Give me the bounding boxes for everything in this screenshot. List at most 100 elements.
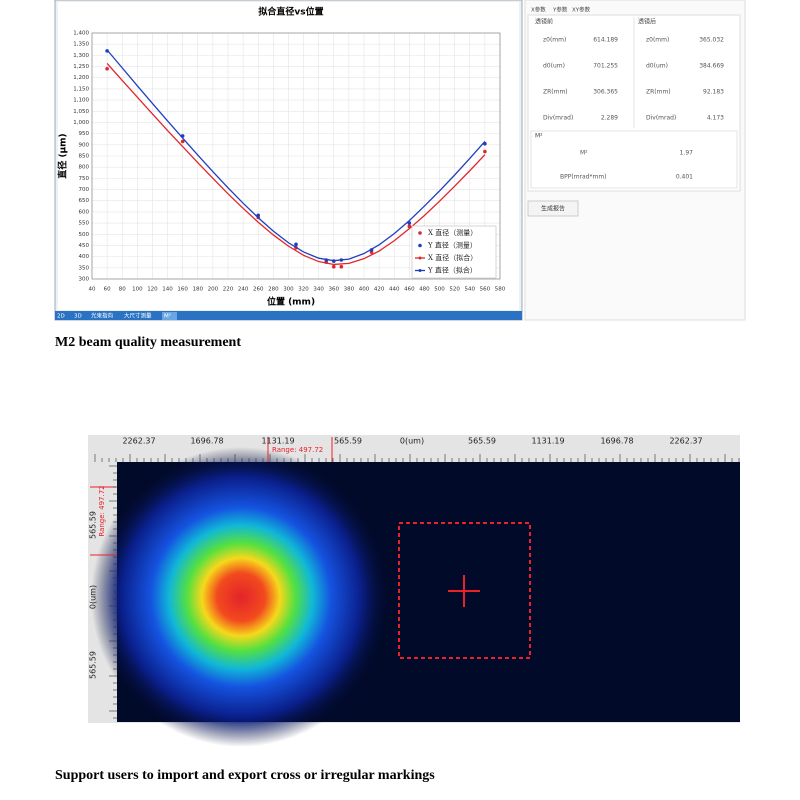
y-tick-label: 300	[79, 277, 90, 283]
param-value: 1.97	[680, 150, 694, 157]
y-tick-label: 950	[79, 131, 90, 137]
y-tick-label: 800	[79, 165, 90, 171]
data-point	[180, 139, 185, 144]
legend-symbol	[418, 231, 422, 235]
legend-label: Y 直径（测量）	[427, 241, 477, 250]
x-tick-label: 580	[495, 287, 506, 293]
param-label: BPP(mrad*mm)	[560, 174, 607, 181]
m2-box	[530, 130, 738, 189]
y-tick-label: 450	[79, 243, 90, 249]
y-tick-label: 600	[79, 209, 90, 215]
param-label: d0(um)	[543, 63, 565, 70]
y-tick-label: 850	[79, 154, 90, 160]
y-tick-label: 1,400	[73, 31, 89, 37]
ruler-label: 2262.37	[122, 437, 155, 446]
x-tick-label: 440	[389, 287, 400, 293]
y-tick-label: 1,100	[73, 98, 89, 104]
x-tick-label: 140	[162, 287, 173, 293]
x-tick-label: 260	[253, 287, 264, 293]
x-tick-label: 320	[298, 287, 309, 293]
param-label: Div(mrad)	[543, 115, 573, 122]
ruler-label: 565.59	[89, 511, 98, 539]
beam-labels: 2262.37 1696.78 1131.19 565.59 0(um) 565.59 11…	[89, 437, 740, 719]
x-tick-label: 520	[449, 287, 460, 293]
y-tick-label: 500	[79, 232, 90, 238]
param-value: 2.289	[601, 115, 618, 122]
x-tick-label: 340	[313, 287, 324, 293]
range-label: Range: 497.72	[272, 446, 323, 454]
x-tick-label: 380	[344, 287, 355, 293]
ruler-label: 1131.19	[261, 437, 294, 446]
tab[interactable]: M²	[164, 313, 171, 320]
x-axis-label: 位置 (mm)	[267, 296, 315, 308]
x-tick-label: 540	[465, 287, 476, 293]
x-tick-label: 160	[177, 287, 188, 293]
ruler-label: 2262.37	[669, 437, 702, 446]
panel-tab[interactable]: XY参数	[572, 6, 591, 14]
section-title: 透镜后	[638, 18, 656, 26]
y-tick-label: 1,050	[73, 109, 89, 115]
tab-active[interactable]	[162, 312, 177, 320]
data-point	[331, 264, 336, 269]
y-tick-label: 550	[79, 221, 90, 227]
panel-tab[interactable]: Y参数	[552, 6, 568, 14]
report-button[interactable]	[527, 200, 579, 217]
range-label: Range: 497.72	[98, 485, 106, 536]
param-label: ZR(mm)	[646, 89, 671, 96]
fit-line	[106, 49, 486, 262]
param-value: 614.189	[593, 37, 618, 44]
y-tick-label: 400	[79, 254, 90, 260]
x-tick-label: 220	[223, 287, 234, 293]
x-tick-label: 240	[238, 287, 249, 293]
ruler-label: 0(um)	[89, 585, 98, 609]
legend-symbol	[418, 243, 422, 248]
x-tick-label: 400	[359, 287, 370, 293]
data-point	[483, 149, 487, 154]
param-label: d0(um)	[646, 63, 668, 70]
legend-symbol	[418, 269, 422, 272]
x-tick-label: 180	[193, 287, 204, 293]
param-value: 92.183	[703, 89, 724, 96]
x-tick-label: 200	[208, 287, 219, 293]
ruler-label: 0(um)	[400, 437, 424, 446]
legend-label: X 直径（测量）	[428, 228, 477, 237]
x-tick-label: 360	[329, 287, 340, 293]
y-tick-label: 1,250	[73, 64, 89, 70]
y-tick-label: 1,150	[73, 86, 89, 92]
x-tick-label: 80	[119, 287, 126, 293]
caption: Support users to import and export cross…	[55, 768, 435, 783]
param-value: 701.255	[593, 63, 618, 70]
y-tick-label: 1,300	[73, 53, 89, 59]
param-label: Div(mrad)	[646, 115, 676, 122]
ruler-label: 1696.78	[600, 437, 633, 446]
marking-box	[398, 522, 531, 659]
param-label: z0(mm)	[543, 37, 566, 44]
x-tick-label: 100	[132, 287, 143, 293]
tab[interactable]: 3D	[74, 314, 82, 320]
ruler-label: 1696.78	[190, 437, 223, 446]
x-tick-label: 120	[147, 287, 158, 293]
plot-frame	[91, 32, 501, 280]
param-value: 365.032	[699, 37, 724, 44]
tab[interactable]: 光束指向	[91, 312, 113, 320]
tab[interactable]: 2D	[57, 314, 65, 320]
y-tick-label: 900	[79, 142, 90, 148]
param-value: 306.365	[593, 89, 618, 96]
range-marker	[267, 437, 333, 462]
x-tick-label: 500	[434, 287, 445, 293]
x-tick-label: 280	[268, 287, 279, 293]
ruler-label: 565.59	[468, 437, 496, 446]
y-tick-label: 1,350	[73, 42, 89, 48]
legend-box	[411, 225, 497, 279]
panel-tab[interactable]: X参数	[531, 6, 546, 14]
chart-title: 拟合直径vs位置	[258, 6, 323, 18]
y-tick-label: 700	[79, 187, 90, 193]
legend-label: X 直径（拟合）	[428, 253, 477, 262]
x-tick-label: 40	[89, 287, 96, 293]
tab[interactable]: 大尺寸测量	[124, 312, 152, 320]
beam-spot	[91, 447, 391, 747]
y-tick-label: 750	[79, 176, 90, 182]
data-point	[105, 66, 109, 71]
button-label[interactable]: 生成报告	[541, 205, 565, 213]
